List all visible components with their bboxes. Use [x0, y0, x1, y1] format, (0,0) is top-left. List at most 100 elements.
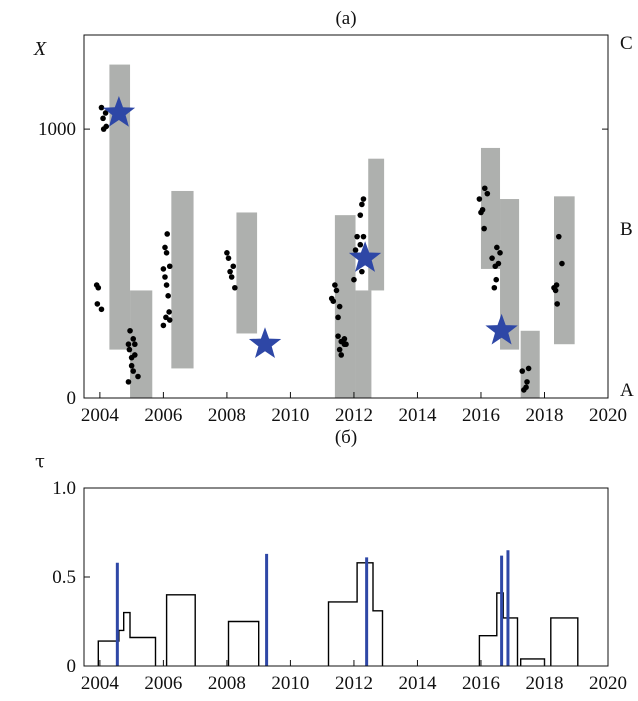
x-tick-label-2006: 2006: [144, 673, 182, 694]
data-point-36: [228, 274, 235, 280]
data-point-70: [495, 260, 502, 267]
data-point-50: [341, 341, 348, 348]
panel-a: (a) X 2004 2006 2008 2010 2012 2014 2016 2018 20…: [33, 8, 634, 426]
data-point-15: [128, 362, 135, 369]
panel-a-y-ticks: 0 1000: [38, 119, 90, 409]
x-tick-label-2006: 2006: [144, 405, 182, 426]
data-point-39: [330, 298, 337, 305]
data-point-81: [554, 301, 560, 307]
grey-bar-3: [236, 212, 258, 334]
star-marker-1: [248, 327, 282, 358]
data-point-13: [130, 336, 137, 342]
panel-a-x-ticks: 2004 2006 2008 2010 2012 2014 2016 2018 2020: [81, 392, 627, 426]
panel-a-title: (a): [335, 8, 356, 29]
x-tick-label-2012: 2012: [335, 673, 373, 694]
data-point-71: [493, 276, 500, 283]
x-tick-label-2018: 2018: [525, 405, 563, 426]
data-point-35: [230, 263, 237, 270]
data-point-37: [232, 284, 238, 291]
tau-step-series-0: [97, 611, 157, 666]
panel-a-right-axis: A B C: [602, 33, 634, 401]
x-tick-label-2020: 2020: [589, 673, 627, 694]
x-tick-label-2004: 2004: [81, 673, 120, 694]
data-point-34: [227, 268, 233, 275]
data-point-76: [523, 384, 529, 391]
grey-bar-5: [355, 290, 372, 398]
data-point-46: [341, 336, 348, 342]
grey-bar-10: [554, 196, 575, 345]
x-tick-label-2008: 2008: [208, 405, 246, 426]
panel-b-title: (б): [335, 427, 357, 448]
data-point-16: [130, 368, 137, 374]
data-point-24: [162, 274, 168, 280]
data-point-32: [224, 250, 230, 256]
star-marker-2: [348, 241, 382, 272]
data-point-63: [479, 206, 486, 213]
x-tick-label-2016: 2016: [462, 405, 500, 426]
data-point-19: [132, 341, 138, 348]
panel-b-y-ticks: 0 0.5 1.0: [52, 478, 90, 677]
data-point-29: [166, 309, 172, 315]
x-tick-label-2010: 2010: [271, 405, 309, 426]
data-point-2: [94, 301, 101, 307]
data-point-56: [360, 196, 367, 202]
data-point-61: [476, 196, 483, 202]
right-axis-label-A: A: [620, 380, 634, 401]
panel-b-vertical-lines: [115, 550, 510, 666]
x-tick-label-2020: 2020: [589, 405, 627, 426]
data-point-40: [332, 282, 338, 288]
panel-b-x-ticks: 2004 2006 2008 2010 2012 2014 2016 2018 2020: [81, 660, 627, 694]
y-tick-label-0: 0: [67, 656, 77, 677]
right-axis-label-B: B: [620, 219, 633, 240]
grey-bar-2: [171, 190, 194, 369]
x-tick-label-2016: 2016: [462, 673, 500, 694]
data-point-7: [103, 123, 110, 130]
data-point-80: [552, 287, 559, 294]
x-tick-label-2008: 2008: [208, 673, 246, 694]
data-point-25: [163, 282, 170, 288]
data-point-22: [163, 250, 170, 256]
data-point-20: [160, 266, 167, 272]
y-tick-label-1.0: 1.0: [52, 478, 76, 499]
data-point-48: [336, 346, 343, 353]
data-point-73: [497, 250, 503, 256]
data-point-82: [555, 233, 562, 240]
data-point-26: [166, 263, 173, 270]
data-point-84: [553, 282, 560, 288]
data-point-55: [359, 201, 365, 208]
data-point-41: [333, 287, 340, 294]
data-point-30: [166, 317, 173, 323]
data-point-23: [164, 231, 171, 237]
data-point-60: [359, 268, 365, 275]
panel-b: (б) τ 2004 2006 2008 2010 2012 2014 2016 2018 20…: [35, 427, 627, 694]
data-point-58: [357, 241, 364, 248]
panel-b-frame: [83, 487, 609, 667]
tau-step-series-5: [520, 658, 546, 666]
data-point-17: [125, 379, 132, 385]
star-marker-0: [102, 96, 136, 127]
grey-bar-0: [109, 64, 131, 350]
data-point-57: [360, 233, 367, 240]
data-point-43: [336, 303, 343, 310]
panel-b-y-label: τ: [35, 451, 45, 472]
data-point-31: [160, 322, 167, 329]
data-point-11: [126, 346, 133, 353]
x-tick-label-2012: 2012: [335, 405, 373, 426]
data-point-8: [102, 110, 109, 116]
grey-bar-8: [500, 199, 520, 350]
star-marker-3: [485, 313, 518, 345]
x-tick-label-2018: 2018: [525, 673, 563, 694]
panel-b-step-lines: [97, 562, 579, 666]
data-point-66: [484, 190, 491, 197]
data-point-9: [127, 327, 133, 334]
data-point-10: [125, 341, 132, 348]
panel-a-points: [93, 104, 565, 393]
data-point-27: [165, 293, 171, 299]
y-tick-label-0: 0: [67, 388, 77, 409]
data-point-67: [489, 255, 495, 261]
data-point-51: [351, 276, 357, 283]
tau-step-series-4: [478, 592, 519, 666]
grey-bar-6: [368, 158, 385, 291]
data-point-33: [225, 255, 232, 261]
